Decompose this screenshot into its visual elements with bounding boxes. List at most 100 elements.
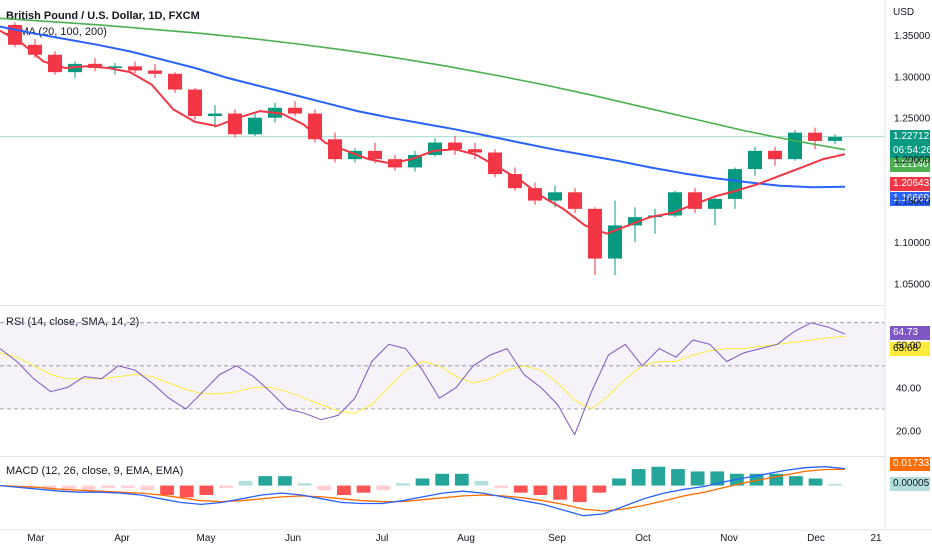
candle-body bbox=[108, 66, 122, 68]
candle-body bbox=[608, 225, 622, 259]
macd-hist-tag: 0.00005 bbox=[890, 477, 930, 491]
macd-signal-line bbox=[0, 468, 846, 512]
pane-separator-1[interactable] bbox=[0, 305, 885, 306]
candle-body bbox=[128, 66, 142, 71]
candle-body bbox=[548, 192, 562, 201]
candle-body bbox=[628, 217, 642, 226]
candle-body bbox=[728, 169, 742, 199]
time-axis-tick: Mar bbox=[27, 533, 45, 544]
time-axis-tick: Jul bbox=[376, 533, 389, 544]
sma20-tag: 1.20643 bbox=[890, 177, 930, 191]
macd-histogram-bar bbox=[454, 473, 469, 486]
time-axis-tick: Aug bbox=[457, 533, 475, 544]
macd-histogram-bar bbox=[337, 485, 351, 495]
candle-body bbox=[448, 142, 462, 150]
macd-histogram-bar bbox=[297, 483, 312, 486]
candle-body bbox=[28, 44, 42, 55]
macd-histogram-bar bbox=[474, 480, 489, 486]
price-axis-tick: 1.20000 bbox=[894, 155, 931, 166]
rsi-tag: 64.73 bbox=[890, 326, 930, 340]
macd-line bbox=[0, 466, 846, 517]
macd-histogram-bar bbox=[356, 485, 371, 493]
rsi-axis-tick: 20.00 bbox=[896, 426, 921, 437]
macd-histogram-bar bbox=[553, 485, 567, 500]
price-axis-tick: 1.25000 bbox=[894, 114, 931, 125]
currency-label: USD bbox=[893, 7, 915, 18]
macd-histogram-bar bbox=[828, 483, 843, 486]
ma-indicator-label[interactable]: 3SMA (20, 100, 200) bbox=[6, 26, 107, 38]
candle-body bbox=[528, 188, 542, 201]
macd-histogram-bar bbox=[61, 485, 76, 491]
rsi-sma-tag: 63.68 bbox=[890, 342, 930, 356]
macd-histogram-bar bbox=[81, 485, 96, 491]
candle-body bbox=[508, 174, 522, 189]
candle-body bbox=[708, 198, 722, 209]
rsi-sma-line bbox=[0, 335, 846, 414]
last-price-tag: 1.22712 bbox=[890, 130, 930, 144]
macd-histogram-bar bbox=[179, 485, 194, 498]
rsi-line bbox=[0, 322, 846, 436]
sma200-tag: 1.21140 bbox=[890, 158, 930, 172]
rsi-indicator-label[interactable]: RSI (14, close, SMA, 14, 2) bbox=[6, 316, 140, 328]
macd-histogram-bar bbox=[101, 485, 115, 488]
macd-histogram-bar bbox=[199, 485, 214, 495]
countdown-tag: 06:54:26 bbox=[890, 144, 932, 158]
candle-body bbox=[168, 73, 182, 90]
macd-histogram-bar bbox=[376, 485, 391, 491]
macd-indicator-label[interactable]: MACD (12, 26, close, 9, EMA, EMA) bbox=[6, 465, 184, 477]
time-axis-tick: Sep bbox=[548, 533, 566, 544]
macd-histogram-bar bbox=[690, 471, 705, 486]
sma200-line bbox=[0, 17, 846, 151]
candle-body bbox=[248, 117, 262, 135]
macd-histogram-bar bbox=[808, 478, 823, 486]
candle-body bbox=[808, 132, 822, 141]
macd-histogram-bar bbox=[671, 469, 685, 486]
candle-body bbox=[48, 54, 62, 73]
macd-histogram-bar bbox=[435, 473, 450, 486]
candle-body bbox=[208, 113, 222, 117]
sma20-line bbox=[0, 29, 846, 235]
macd-histogram-bar bbox=[592, 485, 607, 493]
candle-body bbox=[748, 150, 762, 170]
macd-histogram-bar bbox=[395, 483, 410, 486]
time-axis-tick: 21 bbox=[870, 533, 882, 544]
macd-histogram-bar bbox=[238, 480, 253, 486]
candle-body bbox=[88, 63, 102, 68]
price-axis-tick: 1.35000 bbox=[894, 31, 931, 42]
candle-body bbox=[368, 150, 382, 160]
macd-histogram-bar bbox=[513, 485, 528, 493]
time-axis-tick: Nov bbox=[720, 533, 738, 544]
time-axis-tick: Oct bbox=[635, 533, 651, 544]
candle-body bbox=[188, 89, 202, 117]
candle-body bbox=[828, 136, 842, 141]
candle-body bbox=[468, 149, 482, 153]
macd-histogram-bar bbox=[120, 485, 135, 488]
candle-body bbox=[488, 152, 502, 175]
macd-histogram-bar bbox=[788, 476, 803, 486]
macd-histogram-bar bbox=[494, 485, 508, 488]
macd-histogram-bar bbox=[278, 476, 292, 486]
candle-body bbox=[568, 192, 582, 209]
macd-histogram-bar bbox=[160, 485, 174, 495]
candle-body bbox=[148, 70, 162, 74]
chart-title: British Pound / U.S. Dollar, 1D, FXCM bbox=[6, 10, 200, 22]
price-axis-tick: 1.15000 bbox=[894, 197, 931, 208]
candle-body bbox=[228, 113, 242, 135]
time-axis-tick: Jun bbox=[285, 533, 301, 544]
candle-body bbox=[588, 208, 602, 259]
pane-separator-2[interactable] bbox=[0, 456, 885, 457]
time-axis-tick: Dec bbox=[807, 533, 825, 544]
macd-histogram-bar bbox=[533, 485, 548, 495]
price-axis-tick: 1.10000 bbox=[894, 238, 931, 249]
candle-body bbox=[768, 150, 782, 160]
macd-histogram-bar bbox=[612, 478, 626, 486]
macd-histogram-bar bbox=[572, 485, 587, 503]
macd-histogram-bar bbox=[769, 473, 784, 486]
macd-histogram-bar bbox=[631, 469, 646, 486]
macd-histogram-bar bbox=[258, 476, 273, 486]
macd-histogram-bar bbox=[140, 485, 155, 491]
macd-histogram-bar bbox=[651, 466, 666, 486]
price-axis-tick: 1.05000 bbox=[894, 279, 931, 290]
